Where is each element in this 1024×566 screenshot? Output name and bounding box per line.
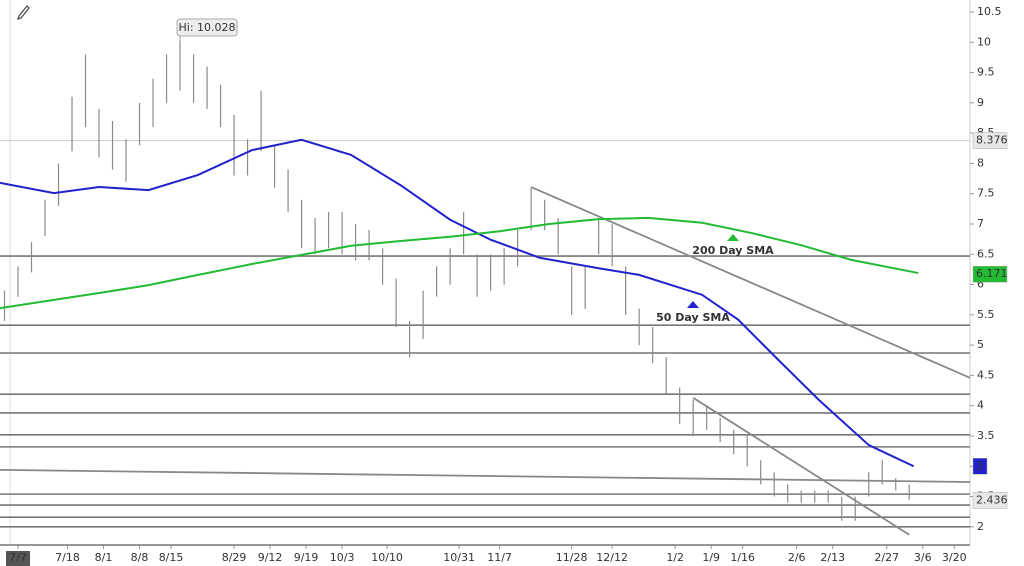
y-tick-label: 2 — [977, 520, 984, 533]
x-tick-label: 9/19 — [294, 551, 319, 564]
x-tick-label: 8/8 — [131, 551, 149, 564]
x-tick-label: 8/29 — [222, 551, 247, 564]
price-label-box — [972, 458, 988, 475]
x-tick-label: 11/7 — [487, 551, 512, 564]
price-label-box — [972, 132, 1008, 149]
y-tick-label: 9.5 — [977, 66, 995, 79]
x-tick-label: 10/3 — [330, 551, 355, 564]
x-tick-label: 7/7 — [9, 551, 27, 564]
price-label: 3 — [976, 459, 983, 472]
y-tick-label: 6 — [977, 278, 984, 291]
x-tick-label: 2/13 — [820, 551, 845, 564]
x-tick-label: 11/28 — [556, 551, 588, 564]
price-label: 2.436 — [976, 493, 1008, 506]
x-tick-label: 10/31 — [443, 551, 475, 564]
price-label: 8.376 — [976, 134, 1008, 147]
x-tick-label: 1/16 — [730, 551, 755, 564]
sma-annotation: 200 Day SMA — [692, 244, 774, 257]
y-tick-label: 10 — [977, 35, 991, 48]
x-tick-label: 2/27 — [874, 551, 899, 564]
x-tick-label: 3/20 — [942, 551, 967, 564]
high-label: Hi: 10.028 — [179, 21, 236, 34]
y-tick-label: 9 — [977, 96, 984, 109]
y-tick-label: 5 — [977, 338, 984, 351]
x-tick-label: 2/6 — [788, 551, 806, 564]
y-tick-label: 3.5 — [977, 429, 995, 442]
x-tick-highlight — [6, 551, 31, 566]
y-tick-label: 4.5 — [977, 368, 995, 381]
price-label-box — [972, 492, 1008, 509]
annotation-marker — [687, 301, 699, 308]
x-tick-label: 9/12 — [258, 551, 283, 564]
y-tick-label: 4 — [977, 399, 984, 412]
trendline — [0, 468, 971, 483]
x-tick-label: 1/9 — [702, 551, 720, 564]
x-tick-label: 7/18 — [55, 551, 80, 564]
y-tick-label: 7.5 — [977, 187, 995, 200]
y-tick-label: 5.5 — [977, 308, 995, 321]
trendline — [692, 397, 910, 536]
x-tick-label: 1/2 — [666, 551, 684, 564]
price-label-box — [972, 265, 1008, 283]
y-tick-label: 8 — [977, 156, 984, 169]
x-tick-label: 12/12 — [596, 551, 628, 564]
pencil-icon[interactable] — [17, 5, 30, 20]
price-label: 6.171 — [976, 267, 1008, 280]
x-tick-label: 3/6 — [914, 551, 932, 564]
y-tick-label: 10.5 — [977, 5, 1002, 18]
x-tick-label: 10/10 — [371, 551, 403, 564]
x-tick-label: 8/1 — [95, 551, 113, 564]
high-label-box — [176, 18, 238, 37]
x-tick-label: 8/15 — [159, 551, 184, 564]
y-tick-label: 6.5 — [977, 247, 995, 260]
sma-line — [0, 138, 915, 468]
annotation-marker — [727, 234, 739, 241]
sma-line — [0, 216, 919, 310]
sma-annotation: 50 Day SMA — [656, 311, 730, 324]
y-tick-label: 7 — [977, 217, 984, 230]
